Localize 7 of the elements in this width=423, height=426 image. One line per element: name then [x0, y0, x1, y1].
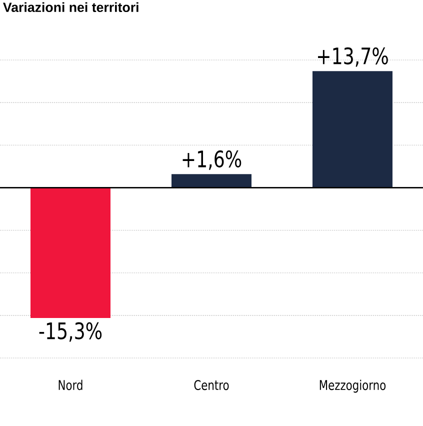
data-label: +1,6% [182, 150, 242, 170]
chart-title: Variazioni nei territori [3, 2, 138, 12]
data-label: -15,3% [39, 322, 102, 342]
x-tick-label: Centro [194, 380, 229, 390]
x-tick-label: Mezzogiorno [320, 380, 386, 393]
x-tick-label: Nord [58, 380, 82, 390]
data-label: +13,7% [318, 47, 388, 67]
